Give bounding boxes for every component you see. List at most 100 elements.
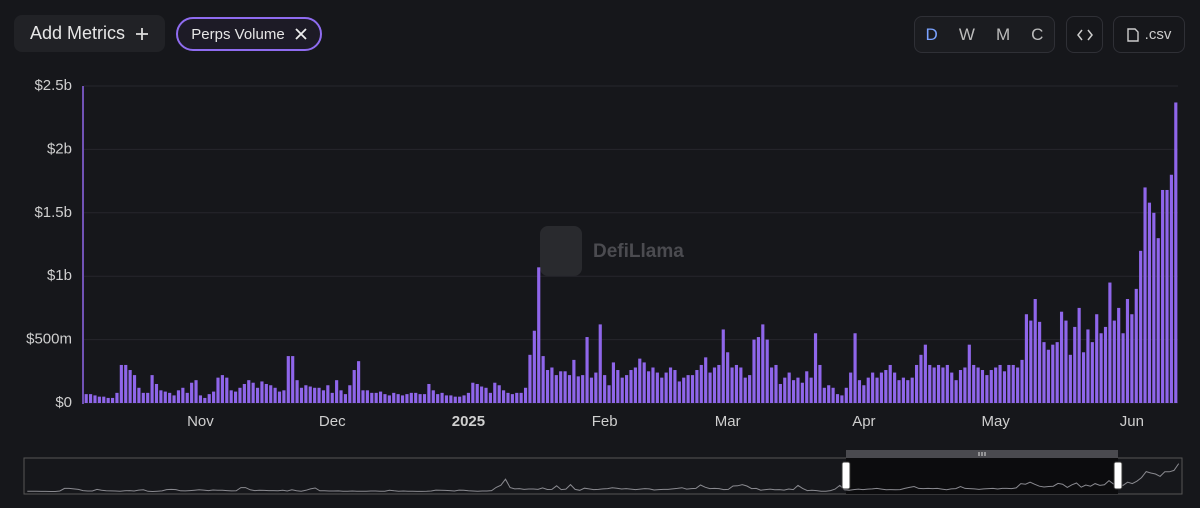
bar [1002,371,1007,403]
bar [97,396,101,403]
period-button[interactable]: D [925,24,938,44]
bar [932,367,936,403]
bar [532,330,536,403]
metric-chip[interactable]: Perps Volume [176,17,322,51]
bar [1007,364,1011,403]
bar [444,395,449,403]
bar [954,380,958,403]
bar [128,370,132,403]
bar [440,392,444,403]
bar [387,395,391,403]
y-tick-label: $1b [47,267,72,284]
bar [102,396,106,403]
bar [1016,367,1020,403]
bar [589,377,594,403]
bar [370,392,374,403]
watermark-text: DefiLlama [593,241,684,262]
bar [497,385,501,403]
x-tick-label: Apr [852,413,875,430]
bar [884,370,888,403]
bar [172,395,176,403]
bar [93,395,97,403]
bar [238,387,242,403]
brush-selection[interactable] [846,458,1118,494]
bar [1147,202,1152,403]
bar [567,375,572,403]
brush-handle[interactable] [841,461,851,490]
bar [168,392,172,403]
bar [233,391,238,403]
bar [1024,314,1029,403]
bar [378,391,383,403]
bar [835,394,840,403]
bar [809,377,813,403]
bar [1011,364,1015,403]
period-button[interactable]: C [1031,24,1044,44]
bar [594,372,598,403]
brush-handle[interactable] [1113,461,1123,490]
bar [1073,326,1077,403]
bar [400,395,405,403]
bar [1165,189,1169,403]
embed-button[interactable] [1066,16,1103,53]
bar [1077,307,1081,403]
bar [554,375,558,403]
bar [923,344,927,403]
bar [541,356,545,403]
bar [893,372,897,403]
bar [176,390,181,403]
bar [458,396,462,403]
bar [488,392,492,403]
bar [409,392,413,403]
bar [646,371,651,403]
bar [1099,333,1103,403]
csv-button[interactable]: .csv [1113,16,1185,53]
bar [818,364,822,403]
watermark: DefiLlama [540,226,684,276]
bar [879,372,884,403]
bar [928,364,932,403]
bar [1130,314,1134,403]
bar [1125,299,1130,403]
bar [695,370,699,403]
close-icon[interactable] [295,28,307,40]
bar [1134,288,1138,403]
bar [348,385,352,403]
bar [625,375,629,403]
bar [998,364,1002,403]
bar [752,339,756,403]
bar [1055,342,1059,403]
bar [910,377,914,403]
bar [357,361,361,403]
bar [229,390,233,403]
bar [225,377,229,403]
bar [330,392,334,403]
bar [919,354,923,403]
bar [154,383,159,403]
plus-icon [136,27,149,40]
bar [374,392,378,403]
bar [1156,238,1160,403]
add-metrics-button[interactable]: Add Metrics [14,15,165,52]
period-button[interactable]: W [958,24,975,44]
bar [365,390,369,403]
brush-grip [978,452,986,456]
bar [963,367,967,403]
bar [510,394,514,403]
bar [1152,212,1156,403]
bar [853,333,857,403]
bar [827,385,831,403]
y-tick-label: $1.5b [34,204,72,221]
bar [1059,311,1064,403]
bar [414,392,418,403]
bar [286,356,290,403]
bar [308,386,312,403]
bar [493,382,497,403]
bar [1042,342,1046,403]
bar [611,362,616,403]
period-button[interactable]: M [995,24,1011,44]
bar [418,394,422,403]
bar [585,337,589,403]
bar [888,364,892,403]
csv-label: .csv [1144,26,1172,43]
